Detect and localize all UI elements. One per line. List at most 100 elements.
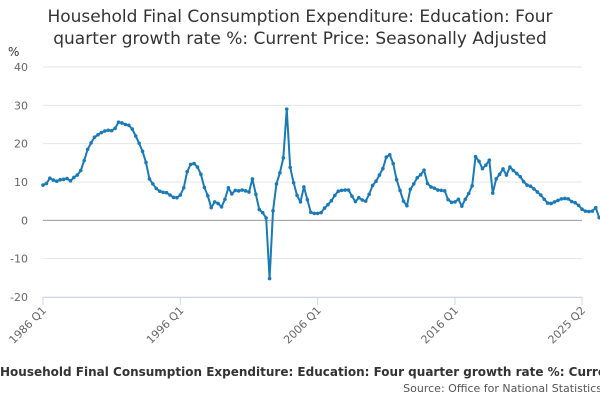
data-point bbox=[573, 200, 577, 205]
data-point bbox=[494, 177, 498, 181]
data-point bbox=[593, 205, 598, 210]
y-tick-label: 20 bbox=[14, 138, 28, 151]
data-point bbox=[329, 198, 334, 203]
data-point bbox=[418, 172, 423, 177]
x-tick-label: 1986 Q1 bbox=[7, 304, 50, 347]
x-tick-label: 2016 Q1 bbox=[419, 304, 462, 347]
data-point bbox=[319, 210, 323, 215]
data-point bbox=[99, 130, 104, 135]
data-point bbox=[453, 200, 457, 204]
data-point bbox=[44, 181, 49, 186]
data-point bbox=[508, 165, 512, 169]
y-tick-label: -20 bbox=[10, 291, 28, 304]
data-point bbox=[250, 177, 255, 181]
data-point bbox=[460, 204, 464, 208]
data-point bbox=[161, 190, 165, 195]
data-point bbox=[58, 177, 62, 182]
data-point bbox=[411, 182, 416, 186]
data-point bbox=[463, 197, 468, 202]
series-line bbox=[42, 108, 600, 280]
chart-title: Household Final Consumption Expenditure:… bbox=[0, 6, 600, 50]
source-note: Source: Office for National Statistics bbox=[403, 382, 600, 395]
data-point bbox=[308, 210, 313, 215]
data-point bbox=[566, 197, 571, 201]
data-point bbox=[370, 183, 375, 188]
data-point bbox=[446, 197, 450, 202]
data-point bbox=[247, 190, 251, 194]
data-point bbox=[120, 121, 124, 125]
data-point bbox=[401, 199, 406, 203]
x-tick-label: 2006 Q1 bbox=[281, 304, 324, 347]
data-point bbox=[360, 198, 365, 202]
data-point bbox=[130, 127, 135, 131]
data-point bbox=[171, 195, 176, 200]
gridlines bbox=[43, 66, 582, 298]
data-point bbox=[271, 208, 275, 213]
y-tick-labels: -20 -10 0 10 20 30 40 bbox=[10, 61, 28, 304]
data-point bbox=[583, 209, 588, 213]
data-point bbox=[202, 185, 207, 190]
axes bbox=[42, 297, 583, 305]
data-point bbox=[267, 276, 272, 281]
data-point bbox=[545, 201, 550, 205]
y-tick-label: 30 bbox=[14, 99, 28, 112]
data-point bbox=[205, 194, 210, 198]
data-series bbox=[42, 108, 600, 280]
data-point bbox=[133, 134, 138, 138]
data-point bbox=[542, 197, 547, 202]
data-point bbox=[374, 179, 378, 184]
data-point bbox=[549, 201, 553, 206]
data-point bbox=[343, 188, 347, 192]
data-point bbox=[398, 188, 402, 193]
data-point bbox=[587, 209, 591, 214]
data-point bbox=[436, 188, 440, 192]
data-point bbox=[339, 188, 344, 193]
data-point bbox=[151, 182, 155, 186]
x-tick-label: 2025 Q2 bbox=[546, 304, 589, 347]
data-point bbox=[175, 195, 179, 200]
data-point bbox=[147, 177, 152, 181]
data-point bbox=[556, 198, 560, 203]
data-point bbox=[68, 179, 73, 183]
data-point bbox=[274, 182, 279, 186]
data-point bbox=[501, 167, 505, 171]
chart-title-line-1: Household Final Consumption Expenditure:… bbox=[47, 7, 553, 27]
data-point bbox=[61, 177, 66, 182]
data-point bbox=[490, 191, 495, 195]
data-point bbox=[199, 172, 203, 177]
data-point bbox=[154, 186, 159, 191]
data-points bbox=[41, 107, 600, 281]
data-point bbox=[188, 162, 193, 167]
data-point bbox=[315, 211, 320, 216]
data-point bbox=[109, 128, 114, 133]
data-point bbox=[377, 173, 382, 177]
data-point bbox=[415, 175, 420, 180]
data-point bbox=[96, 133, 100, 137]
y-tick-label: 40 bbox=[14, 61, 28, 74]
data-point bbox=[106, 128, 111, 133]
data-point bbox=[429, 185, 433, 189]
data-point bbox=[528, 184, 533, 189]
data-point bbox=[580, 207, 584, 212]
data-point bbox=[103, 129, 107, 133]
data-point bbox=[590, 209, 595, 213]
data-point bbox=[535, 190, 540, 194]
data-point bbox=[140, 149, 145, 154]
y-tick-label: -10 bbox=[10, 253, 28, 266]
data-point bbox=[92, 135, 97, 139]
data-point bbox=[432, 186, 437, 190]
data-point bbox=[408, 187, 413, 192]
y-tick-label: 0 bbox=[21, 214, 28, 227]
data-point bbox=[41, 183, 45, 187]
data-point bbox=[181, 185, 186, 190]
data-point bbox=[185, 169, 189, 174]
data-point bbox=[195, 165, 200, 169]
data-point bbox=[381, 166, 385, 171]
data-point bbox=[363, 199, 368, 203]
data-point bbox=[164, 190, 169, 195]
data-point bbox=[442, 189, 447, 193]
data-point bbox=[449, 200, 454, 205]
data-point bbox=[243, 189, 248, 193]
data-point bbox=[278, 171, 282, 175]
data-point bbox=[532, 187, 536, 191]
